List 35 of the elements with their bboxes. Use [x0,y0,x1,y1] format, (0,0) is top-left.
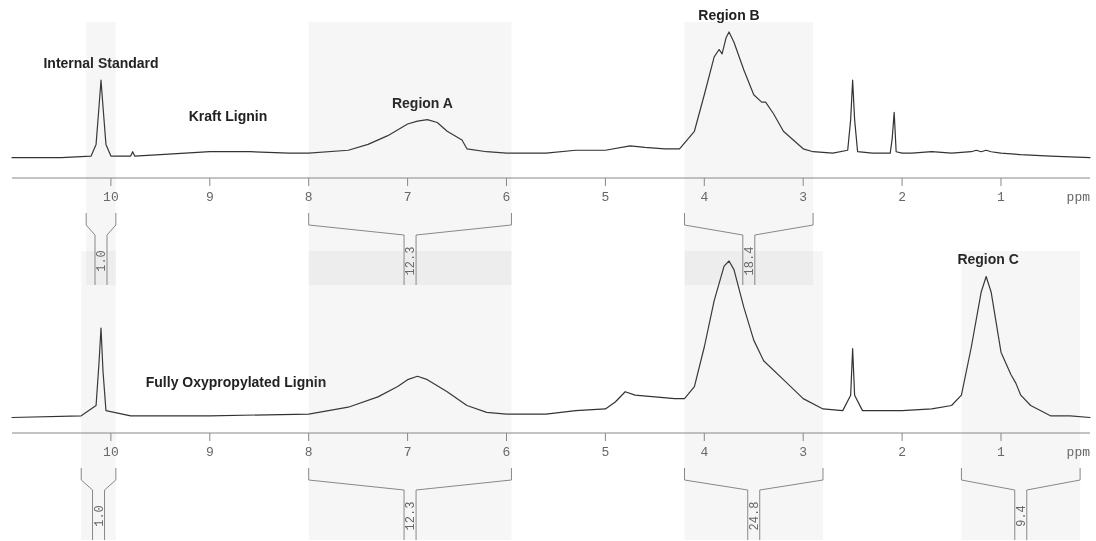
x-tick-label: 1 [997,190,1006,205]
x-tick-label: 3 [799,445,808,460]
text: Kraft Lignin [188,108,268,124]
annotation: Region C [957,251,1019,268]
x-tick-label: 5 [601,445,610,460]
text: Fully Oxypropylated Lignin [145,374,327,390]
annotation: Region B [698,7,760,23]
x-tick-label: 4 [700,190,709,205]
x-tick-label: 9 [205,190,214,205]
x-tick-label: 4 [700,445,709,460]
band-label: 9.4 [1014,505,1029,527]
x-tick-label: 6 [502,190,511,205]
x-tick-label: 8 [304,190,313,205]
band-label: 1.0 [95,250,110,272]
x-tick-label: 7 [403,190,412,205]
band-label: 1.0 [92,505,107,527]
x-tick-label: 6 [502,445,511,460]
annotation: Internal Standard [43,55,159,72]
x-tick-label: 7 [403,445,412,460]
band-label: 12.3 [404,501,419,531]
x-tick-label: 1 [997,445,1006,460]
x-axis-title: ppm [1066,190,1091,205]
band-label: 12.3 [404,246,419,276]
x-tick-label: 3 [799,190,808,205]
x-tick-label: 10 [103,445,119,460]
x-tick-label: 8 [304,445,313,460]
x-tick-label: 5 [601,190,610,205]
band-label: 18.4 [742,246,757,276]
x-tick-label: 2 [898,190,906,205]
x-tick-label: 2 [898,445,906,460]
x-tick-label: 9 [205,445,214,460]
x-tick-label: 10 [103,190,119,205]
annotation: Region A [391,94,453,111]
x-axis-title: ppm [1066,445,1091,460]
band-label: 24.8 [747,501,762,531]
